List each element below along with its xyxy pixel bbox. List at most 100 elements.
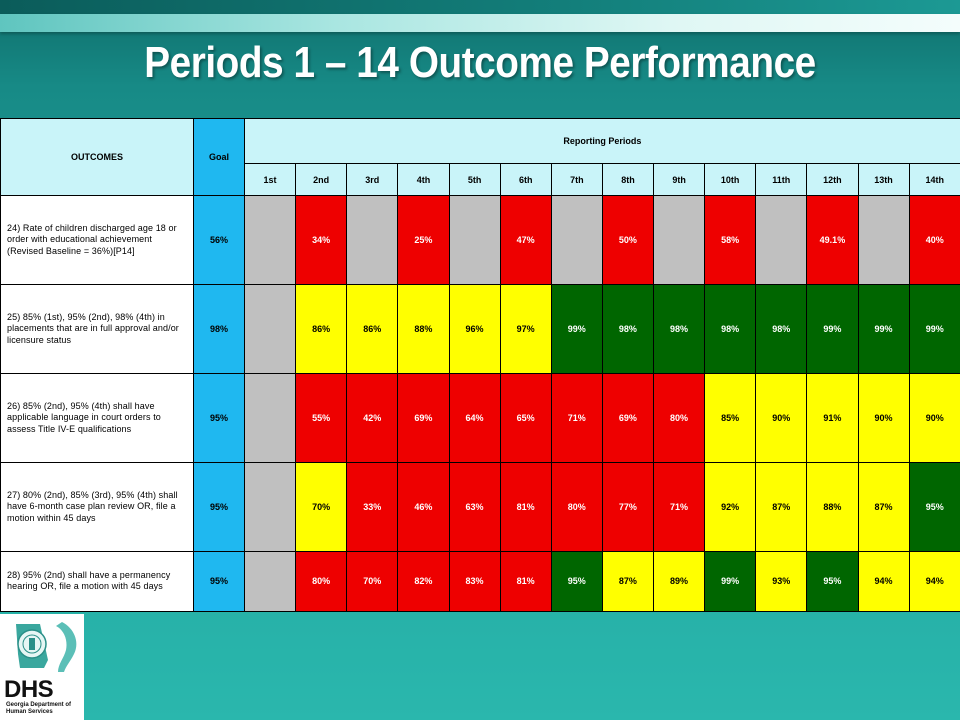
outcome-description: 25) 85% (1st), 95% (2nd), 98% (4th) in p… <box>0 283 194 374</box>
period-value-cell: 91% <box>806 372 859 463</box>
table-row: 24) Rate of children discharged age 18 o… <box>0 195 960 285</box>
period-value-cell: 98% <box>652 283 706 374</box>
period-value-cell: 89% <box>652 550 706 613</box>
period-value-cell: 90% <box>755 372 808 463</box>
goal-header: Goal <box>193 118 245 196</box>
period-value-cell: 94% <box>857 550 910 613</box>
period-value-cell: 63% <box>448 461 501 552</box>
period-value-cell: 88% <box>397 283 450 374</box>
period-value-cell <box>550 195 603 285</box>
period-value-cell <box>857 195 910 285</box>
page-title: Periods 1 – 14 Outcome Performance <box>144 38 816 87</box>
period-value-cell: 83% <box>448 550 501 613</box>
period-header: 2nd <box>295 163 348 196</box>
period-value-cell: 98% <box>704 283 757 374</box>
outcome-description: 24) Rate of children discharged age 18 o… <box>0 195 194 285</box>
period-value-cell: 49.1% <box>806 195 859 285</box>
period-value-cell: 97% <box>499 283 552 374</box>
period-value-cell: 33% <box>346 461 399 552</box>
period-value-cell: 99% <box>704 550 757 613</box>
period-value-cell: 70% <box>295 461 348 552</box>
period-value-cell <box>243 550 297 613</box>
period-header-row: 1st 2nd 3rd 4th 5th 6th 7th 8th 9th 10th 11th 12th 1… <box>1 163 960 196</box>
period-value-cell: 86% <box>295 283 348 374</box>
table-row: 28) 95% (2nd) shall have a permanency he… <box>0 550 960 613</box>
period-value-cell: 90% <box>908 372 960 463</box>
goal-value: 98% <box>193 283 245 374</box>
period-value-cell: 47% <box>499 195 552 285</box>
goal-value: 95% <box>193 461 245 552</box>
period-value-cell <box>243 461 297 552</box>
outcome-description: 26) 85% (2nd), 95% (4th) shall have appl… <box>0 372 194 463</box>
period-value-cell: 95% <box>908 461 960 552</box>
period-value-cell: 80% <box>652 372 706 463</box>
period-header: 14th <box>908 163 960 196</box>
goal-value: 95% <box>193 550 245 613</box>
period-value-cell: 71% <box>550 372 603 463</box>
top-bar <box>0 14 960 32</box>
period-value-cell: 81% <box>499 461 552 552</box>
dhs-logo-subtitle: Georgia Department of Human Services <box>6 702 72 715</box>
period-value-cell: 70% <box>346 550 399 613</box>
period-header: 3rd <box>346 163 399 196</box>
outcomes-header: OUTCOMES <box>0 118 194 196</box>
reporting-periods-header: Reporting Periods <box>244 118 960 164</box>
outcome-description: 27) 80% (2nd), 85% (3rd), 95% (4th) shal… <box>0 461 194 552</box>
table-body: 24) Rate of children discharged age 18 o… <box>0 195 960 613</box>
period-value-cell: 82% <box>397 550 450 613</box>
period-header: 13th <box>857 163 910 196</box>
period-value-cell: 34% <box>295 195 348 285</box>
period-value-cell <box>243 372 297 463</box>
outcome-table: OUTCOMES Goal Reporting Periods 1st 2nd 3r… <box>0 118 960 613</box>
dhs-logo <box>0 614 84 720</box>
table-row: 25) 85% (1st), 95% (2nd), 98% (4th) in p… <box>0 283 960 374</box>
georgia-seal-icon <box>16 622 77 672</box>
period-header: 12th <box>806 163 859 196</box>
outcome-table-container: OUTCOMES Goal Reporting Periods 1st 2nd 3r… <box>0 118 960 613</box>
period-value-cell: 42% <box>346 372 399 463</box>
period-value-cell: 69% <box>397 372 450 463</box>
period-value-cell: 95% <box>550 550 603 613</box>
period-value-cell: 94% <box>908 550 960 613</box>
period-value-cell: 81% <box>499 550 552 613</box>
period-value-cell <box>755 195 808 285</box>
period-value-cell: 86% <box>346 283 399 374</box>
period-value-cell <box>346 195 399 285</box>
period-value-cell: 25% <box>397 195 450 285</box>
period-value-cell: 40% <box>908 195 960 285</box>
period-value-cell: 98% <box>601 283 655 374</box>
period-value-cell: 69% <box>601 372 655 463</box>
period-value-cell: 99% <box>908 283 960 374</box>
period-value-cell: 55% <box>295 372 348 463</box>
period-value-cell: 99% <box>550 283 603 374</box>
period-header: 8th <box>601 163 655 196</box>
period-value-cell: 71% <box>652 461 706 552</box>
period-value-cell <box>652 195 706 285</box>
period-value-cell: 87% <box>857 461 910 552</box>
period-header: 9th <box>652 163 706 196</box>
table-row: 26) 85% (2nd), 95% (4th) shall have appl… <box>0 372 960 463</box>
period-value-cell: 98% <box>755 283 808 374</box>
period-header: 4th <box>397 163 450 196</box>
goal-value: 95% <box>193 372 245 463</box>
period-header: 1st <box>243 163 297 196</box>
period-value-cell <box>243 283 297 374</box>
period-value-cell: 77% <box>601 461 655 552</box>
period-value-cell: 92% <box>704 461 757 552</box>
period-value-cell: 99% <box>806 283 859 374</box>
outcome-description: 28) 95% (2nd) shall have a permanency he… <box>0 550 194 613</box>
period-value-cell: 85% <box>704 372 757 463</box>
period-header: 11th <box>755 163 808 196</box>
period-value-cell: 58% <box>704 195 757 285</box>
period-value-cell: 93% <box>755 550 808 613</box>
header-row-top: OUTCOMES Goal Reporting Periods <box>0 118 960 196</box>
period-value-cell <box>243 195 297 285</box>
period-value-cell: 96% <box>448 283 501 374</box>
period-value-cell: 95% <box>806 550 859 613</box>
period-value-cell: 90% <box>857 372 910 463</box>
period-value-cell: 46% <box>397 461 450 552</box>
period-header: 10th <box>704 163 757 196</box>
period-value-cell: 99% <box>857 283 910 374</box>
period-value-cell: 87% <box>601 550 655 613</box>
period-value-cell: 80% <box>550 461 603 552</box>
